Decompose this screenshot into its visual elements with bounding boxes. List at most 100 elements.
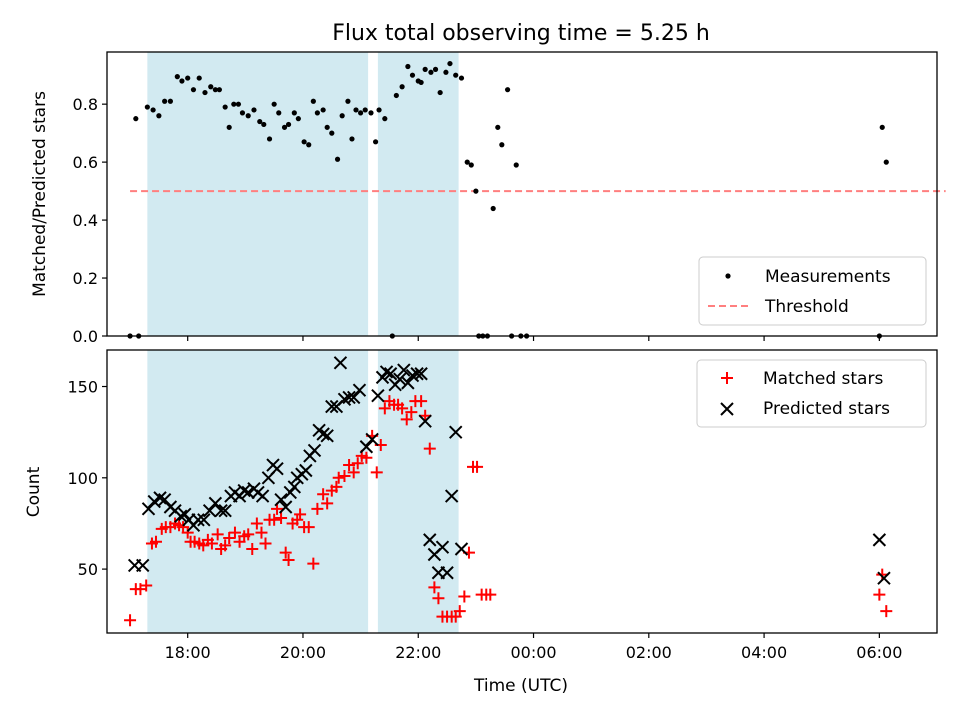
matched-star-marker	[351, 457, 364, 470]
x-tick-label: 00:00	[510, 643, 556, 662]
matched-star-marker	[360, 451, 373, 464]
predicted-star-marker	[352, 383, 367, 397]
matched-star-marker	[432, 592, 445, 605]
bottom-y-axis-label: Count	[24, 466, 44, 517]
top-x-ticks	[187, 336, 880, 341]
matched-star-marker	[317, 488, 330, 501]
matched-star-marker	[458, 590, 471, 603]
bottom-y-tick-label: 100	[67, 469, 98, 488]
predicted-star-marker	[174, 509, 188, 523]
measurement-point	[495, 124, 501, 130]
predicted-star-marker	[278, 500, 293, 514]
measurement-point	[432, 66, 439, 72]
predicted-star-marker	[449, 425, 463, 439]
measurement-point	[231, 101, 237, 107]
measurement-point	[162, 98, 168, 104]
x-tick-label: 18:00	[165, 643, 211, 662]
measurement-point	[320, 107, 326, 113]
matched-star-marker	[302, 521, 315, 534]
measurement-point	[345, 98, 351, 104]
measurement-point	[202, 89, 208, 96]
measurement-point	[418, 79, 424, 86]
measurement-point	[499, 142, 505, 148]
matched-star-marker	[140, 579, 153, 592]
x-tick-label: 06:00	[856, 643, 902, 662]
measurement-point	[285, 121, 292, 128]
measurement-point	[883, 159, 889, 165]
matched-star-marker	[294, 508, 307, 521]
predicted-star-marker	[454, 542, 469, 556]
measurement-point	[428, 69, 434, 75]
predicted-star-marker	[371, 388, 385, 403]
predicted-star-marker	[178, 507, 192, 522]
measurement-point	[276, 110, 282, 116]
predicted-star-marker	[141, 502, 156, 516]
matched-star-marker	[370, 466, 383, 479]
measurement-point	[324, 124, 330, 130]
matched-star-marker	[275, 511, 288, 524]
legend-predicted-marker	[720, 402, 734, 416]
measurement-point	[291, 110, 297, 116]
measurement-point	[226, 124, 232, 130]
matched-star-marker	[228, 526, 241, 539]
predicted-star-marker	[208, 496, 223, 511]
top-y-tick-label: 0.2	[73, 269, 98, 288]
matched-star-marker	[400, 413, 413, 426]
predicted-star-marker	[287, 480, 302, 494]
measurement-point	[376, 107, 382, 113]
top-y-axis: 0.0 0.2 0.4 0.6 0.8	[73, 95, 107, 346]
predicted-star-marker	[255, 489, 270, 503]
measurement-point	[422, 66, 428, 72]
matched-star-marker	[396, 402, 409, 415]
matched-star-marker	[419, 409, 432, 422]
measurement-point	[133, 116, 139, 122]
measurement-point	[196, 75, 202, 81]
bottom-y-tick-label: 50	[78, 560, 98, 579]
measurement-point	[190, 87, 197, 93]
measurement-point	[513, 162, 519, 168]
measurement-point	[167, 98, 174, 104]
top-y-tick-label: 0.6	[73, 153, 98, 172]
measurement-point	[339, 113, 345, 119]
legend-matched-marker	[721, 372, 733, 384]
matched-star-marker	[250, 517, 263, 530]
predicted-star-marker	[320, 429, 334, 443]
matched-star-marker	[423, 442, 436, 455]
predicted-star-marker	[414, 367, 428, 381]
measurement-point	[458, 75, 465, 81]
matched-star-marker	[347, 466, 360, 479]
measurement-point	[443, 69, 449, 75]
matched-star-marker	[242, 528, 255, 541]
legend-predicted-label: Predicted stars	[763, 399, 890, 419]
measurement-point	[362, 107, 368, 113]
measurement-point	[382, 116, 388, 122]
measurement-point	[266, 136, 273, 142]
measurement-point	[271, 101, 277, 107]
predicted-star-marker	[435, 540, 450, 554]
measurement-point	[301, 139, 307, 145]
matched-star-marker	[181, 526, 194, 539]
matched-star-marker	[453, 605, 466, 618]
predicted-star-marker	[423, 533, 437, 547]
measurement-point	[490, 205, 496, 212]
matched-star-marker	[307, 557, 320, 570]
measurement-point	[261, 121, 267, 128]
measurement-point	[334, 156, 341, 162]
legend-measurements-marker	[725, 273, 731, 279]
matched-star-marker	[219, 539, 232, 552]
top-legend-box	[698, 256, 927, 326]
matched-star-marker	[211, 528, 224, 541]
top-shaded-window	[147, 52, 369, 336]
predicted-star-marker	[365, 432, 379, 447]
predicted-star-marker	[397, 363, 411, 377]
measurement-point	[222, 104, 228, 110]
bottom-legend-box	[696, 359, 927, 428]
matched-star-marker	[282, 553, 295, 566]
predicted-stars-points	[127, 356, 891, 585]
measurement-point	[281, 124, 288, 130]
measurement-point	[353, 107, 359, 113]
predicted-star-marker	[270, 461, 284, 476]
measurement-point	[150, 107, 156, 113]
matched-star-marker	[124, 614, 137, 627]
predicted-star-marker	[383, 367, 398, 381]
